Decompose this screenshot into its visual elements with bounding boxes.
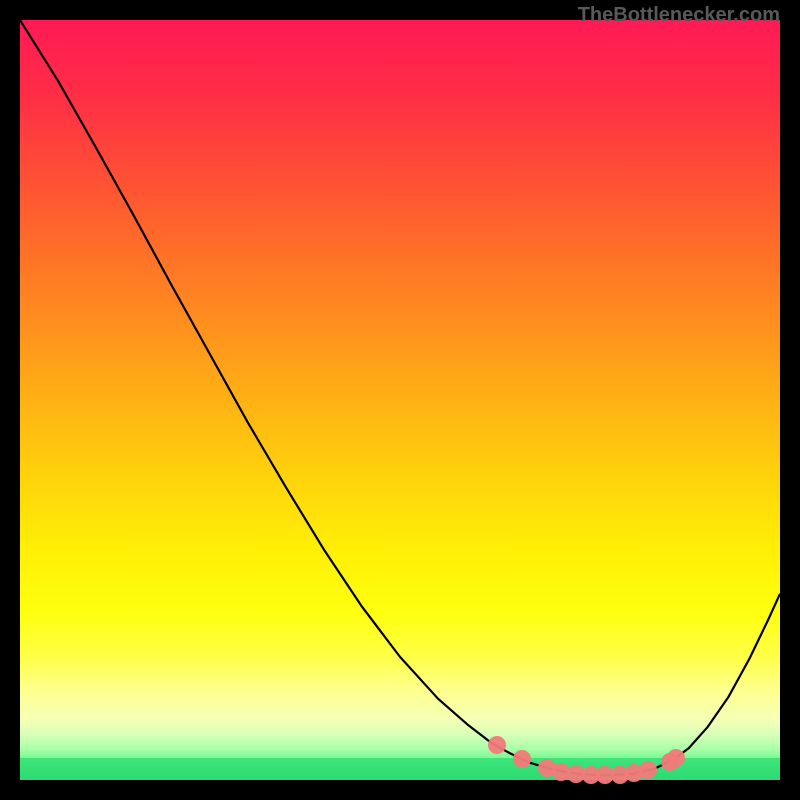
data-marker — [639, 761, 657, 779]
data-marker — [513, 750, 531, 768]
data-marker — [488, 736, 506, 754]
data-marker — [667, 749, 685, 767]
markers-layer — [0, 0, 800, 800]
watermark-text: TheBottlenecker.com — [578, 4, 780, 27]
